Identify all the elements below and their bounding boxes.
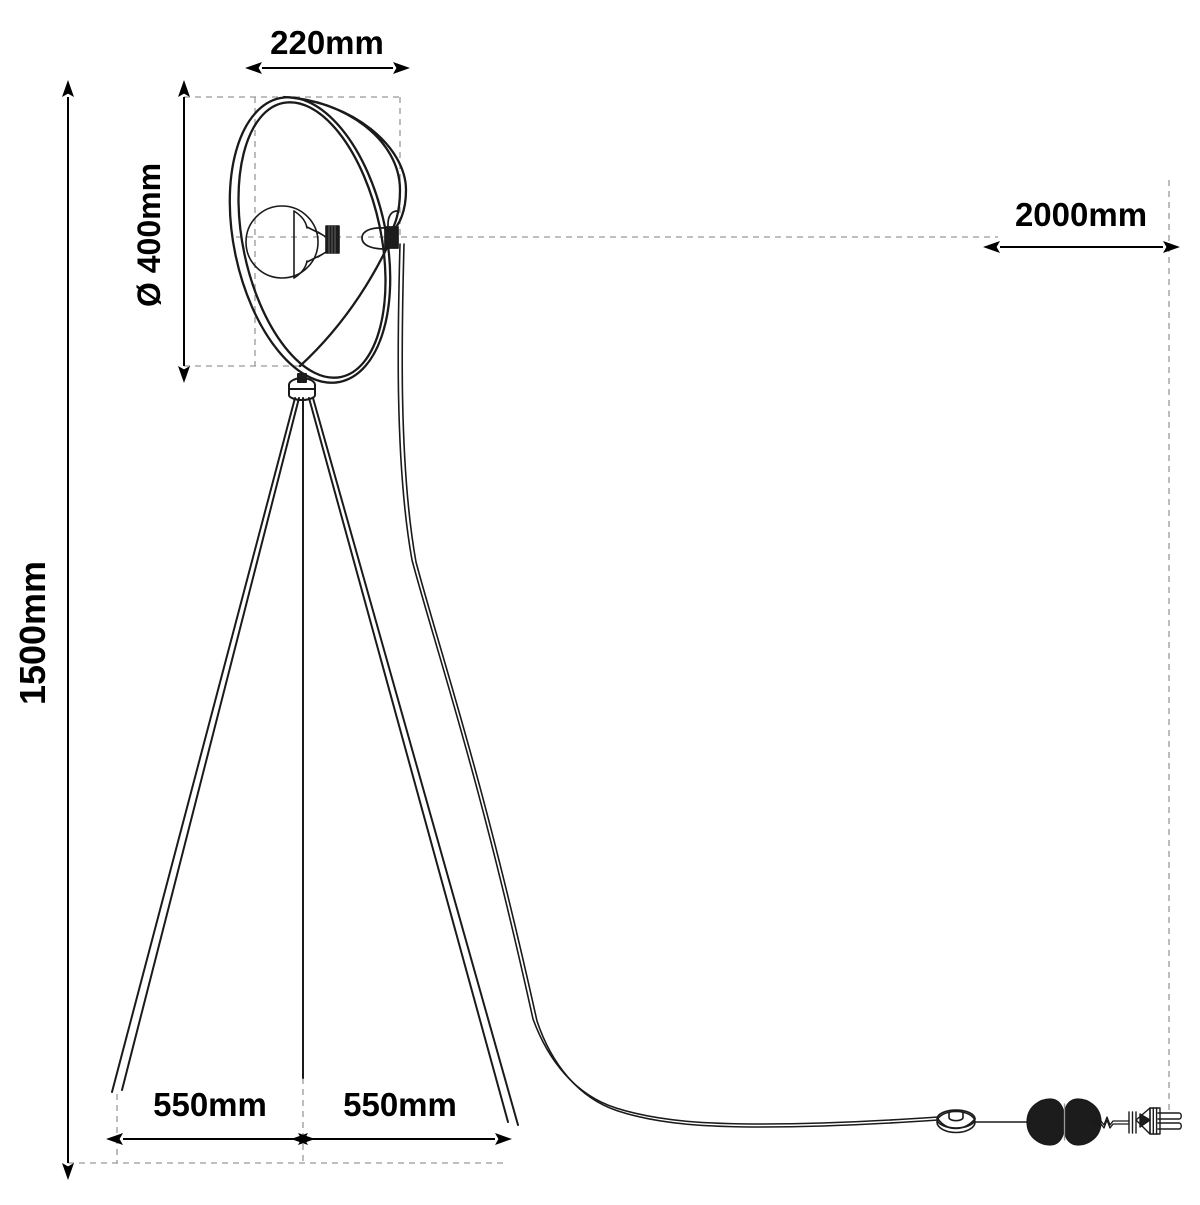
svg-text:550mm: 550mm <box>343 1086 457 1123</box>
svg-text:Ø 400mm: Ø 400mm <box>131 163 167 307</box>
svg-text:1500mm: 1500mm <box>12 561 53 705</box>
svg-text:220mm: 220mm <box>270 24 384 61</box>
svg-text:2000mm: 2000mm <box>1015 196 1147 233</box>
svg-text:550mm: 550mm <box>153 1086 267 1123</box>
